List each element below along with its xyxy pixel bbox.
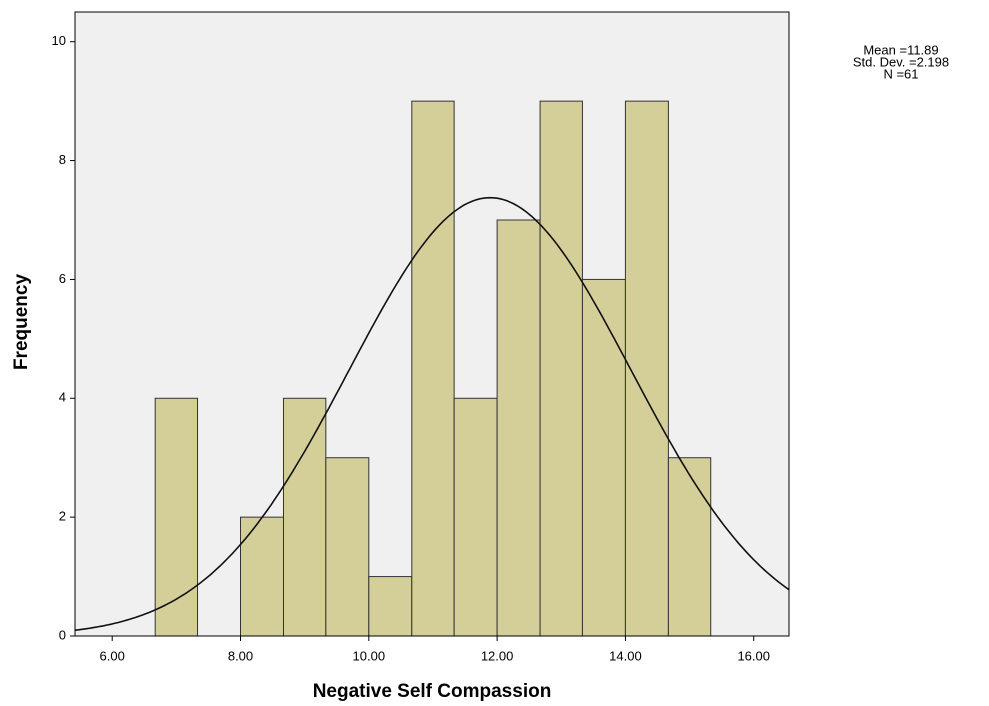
bar: [667, 457, 712, 637]
stats-label: N =61: [883, 66, 918, 81]
bar: [539, 100, 583, 637]
x-tick-label: 6.00: [100, 648, 125, 663]
x-tick-label: 10.00: [353, 648, 386, 663]
bar: [453, 397, 498, 637]
y-axis-title: Frequency: [11, 274, 32, 371]
x-tick-label: 14.00: [609, 648, 642, 663]
y-tick-label: 8: [59, 152, 66, 167]
bar: [581, 278, 626, 637]
bar: [496, 219, 541, 637]
y-tick-label: 4: [59, 390, 66, 405]
bar: [325, 457, 370, 637]
y-tick-label: 0: [59, 627, 66, 642]
y-tick-label: 10: [52, 33, 66, 48]
normal-curve: [74, 196, 790, 631]
bar: [154, 397, 199, 637]
x-tick-label: 12.00: [481, 648, 514, 663]
x-tick-label: 8.00: [228, 648, 253, 663]
bar: [411, 100, 455, 637]
bar: [624, 100, 669, 637]
y-tick-label: 2: [59, 509, 66, 524]
x-axis-title: Negative Self Compassion: [313, 681, 552, 702]
x-tick-label: 16.00: [737, 648, 770, 663]
stats-label: Mean =11.89: [863, 42, 938, 57]
bar: [368, 576, 413, 637]
stats-label: Std. Dev. =2.198: [853, 54, 949, 69]
plot-frame: [74, 11, 790, 637]
y-tick-label: 6: [59, 271, 66, 286]
bar: [240, 516, 284, 637]
bar: [282, 397, 327, 637]
